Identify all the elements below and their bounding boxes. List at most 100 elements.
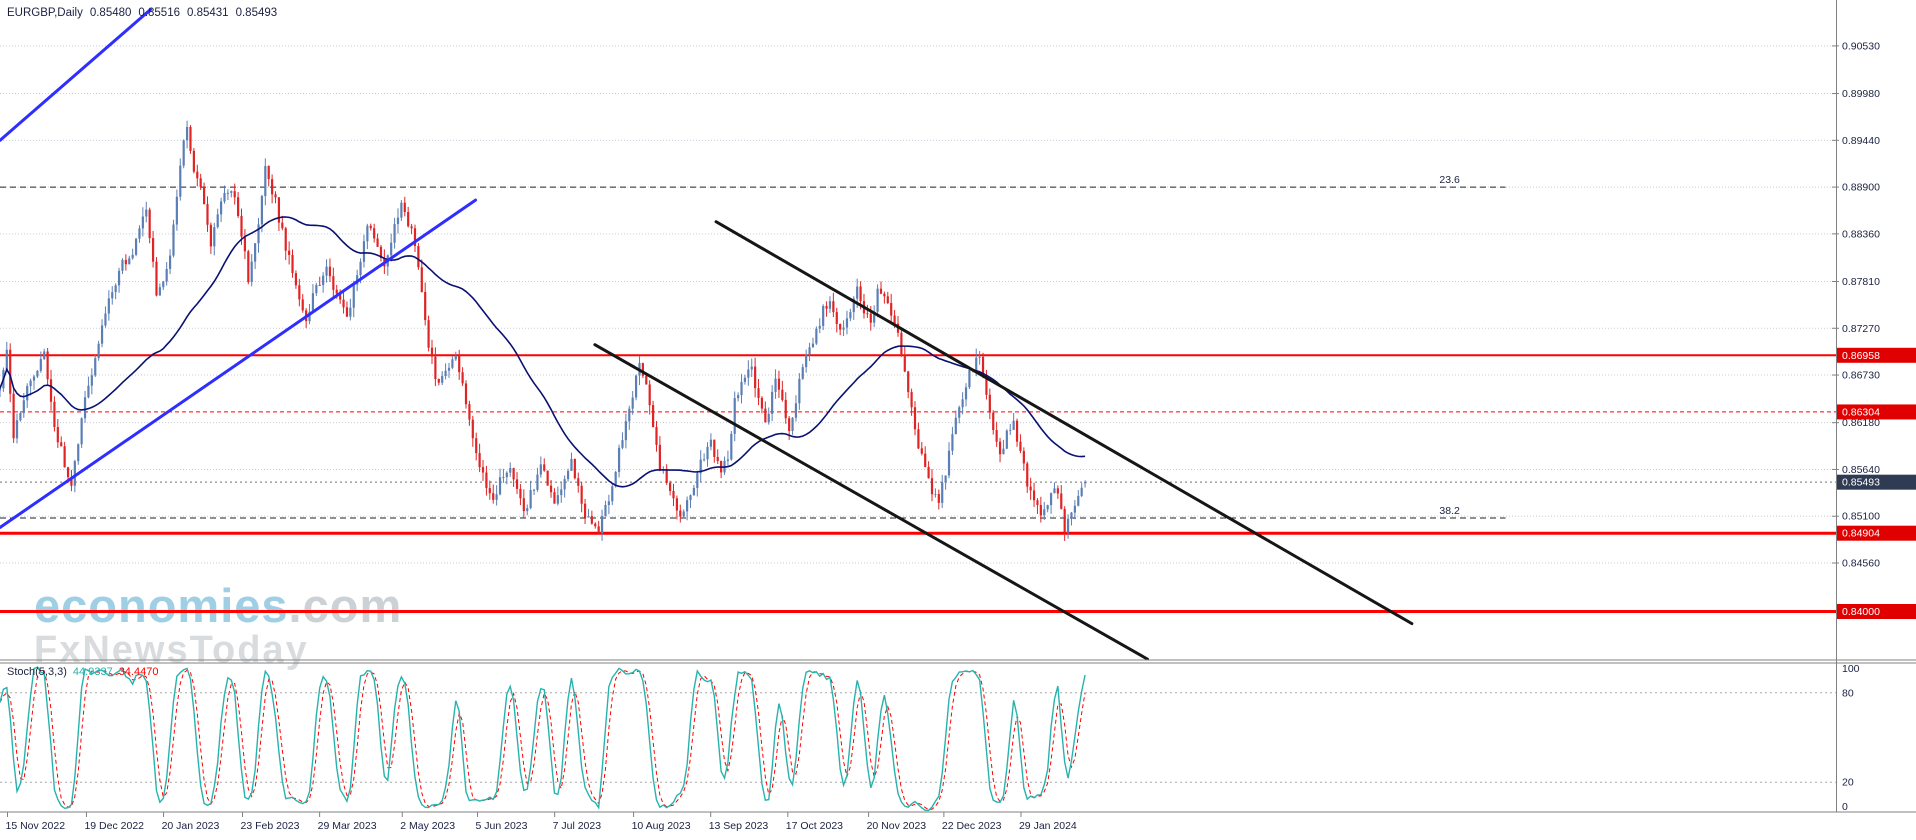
candle-body [703,459,706,461]
candle-body [808,347,811,355]
candle-body [805,354,808,368]
candle-body [941,482,944,503]
candle-body [243,236,247,252]
candle-body [968,369,971,388]
candle-body [825,305,828,309]
candle-body [668,482,672,491]
candle-body [716,456,719,462]
candle-body [607,501,610,505]
candle-body [634,375,638,398]
price-tick-label: 0.90530 [1842,40,1880,52]
candle-body [822,305,825,326]
descending-channel-upper[interactable] [714,220,1414,626]
descending-channel-lower[interactable] [593,343,1149,660]
candle-body [400,202,403,218]
candle-body [832,301,835,313]
watermark-brand-line: economies.com [34,581,402,631]
candle-body [526,508,529,512]
candle-body [560,489,563,496]
candle-body [515,479,519,489]
candle-body [271,179,274,195]
candle-body [49,379,53,402]
price-pane[interactable]: 23.6 38.2 [0,8,1836,660]
candle-body [546,470,549,486]
candle-body [944,475,947,483]
candle-body [87,385,90,398]
candle-body [308,311,311,322]
candle-body [672,490,675,499]
ascending-trendline-upper[interactable] [0,8,153,142]
stoch-tick-label: 100 [1842,663,1860,675]
candle-body [757,388,760,398]
candle-body [168,255,172,269]
date-tick-label: 10 Aug 2023 [632,820,691,832]
candle-body [689,495,692,501]
candle-body [760,397,764,409]
candle-body [107,298,110,314]
candle-body [1053,488,1056,494]
candle-body [577,478,580,486]
candle-body [328,266,332,277]
candle-body [771,391,774,414]
candle-body [907,371,910,393]
candle-body [240,215,243,237]
candle-body [379,246,383,258]
candle-body [1015,420,1019,442]
candle-body [77,444,80,462]
candle-body [788,418,791,431]
stoch-k-line[interactable] [0,666,1086,812]
stoch-pane[interactable] [0,666,1836,812]
candle-body [219,201,223,215]
price-tick-label: 0.86730 [1842,370,1880,382]
moving-average-line[interactable] [0,216,1086,488]
candle-body [393,224,396,243]
candle-body [992,412,995,431]
candle-body [978,356,981,358]
candle-body [148,209,151,239]
candle-body [281,222,284,229]
candle-body [104,313,107,326]
candle-body [430,347,434,357]
price-tick-label: 0.89440 [1842,135,1880,147]
ascending-trendline-main[interactable] [0,198,478,529]
candle-body [36,370,39,377]
candle-body [468,404,471,420]
candle-body [230,191,233,193]
candle-body [580,485,583,504]
candle-body [444,370,447,377]
price-axis[interactable]: 0.90530 0.89980 0.89440 0.88900 0.88360 0.878… [1832,40,1916,813]
candle-body [373,228,376,239]
time-axis[interactable]: 15 Nov 2022 19 Dec 2022 20 Jan 2023 23 Feb … [6,812,1077,832]
ohlc-low-value: 0.85431 [187,7,229,19]
candle-body [641,363,644,376]
candle-body [288,250,291,256]
price-badge-bg [1837,347,1916,363]
price-badge: 0.84000 [1837,603,1916,619]
candle-body [488,488,491,494]
candle-body [924,453,927,467]
candle-body [866,313,869,315]
date-tick-label: 23 Feb 2023 [241,820,300,832]
candle-body [111,292,114,299]
candle-body [873,311,876,323]
stoch-d-line[interactable] [0,668,1086,811]
price-badge: 0.86958 [1837,347,1916,363]
candle-body [1002,448,1005,455]
candle-body [655,427,658,445]
candle-body [879,288,883,294]
candle-body [743,377,747,382]
candle-body [345,307,349,317]
candle-body [947,450,951,476]
price-badge: 0.85493 [1837,474,1916,490]
candle-body [60,442,63,447]
candle-body [366,225,369,242]
candle-body [458,355,461,373]
candle-body [815,328,818,344]
candle-body [856,286,859,299]
candle-body [1026,463,1029,487]
candle-body [917,429,920,449]
candle-body [733,398,736,434]
candle-body [83,397,87,419]
